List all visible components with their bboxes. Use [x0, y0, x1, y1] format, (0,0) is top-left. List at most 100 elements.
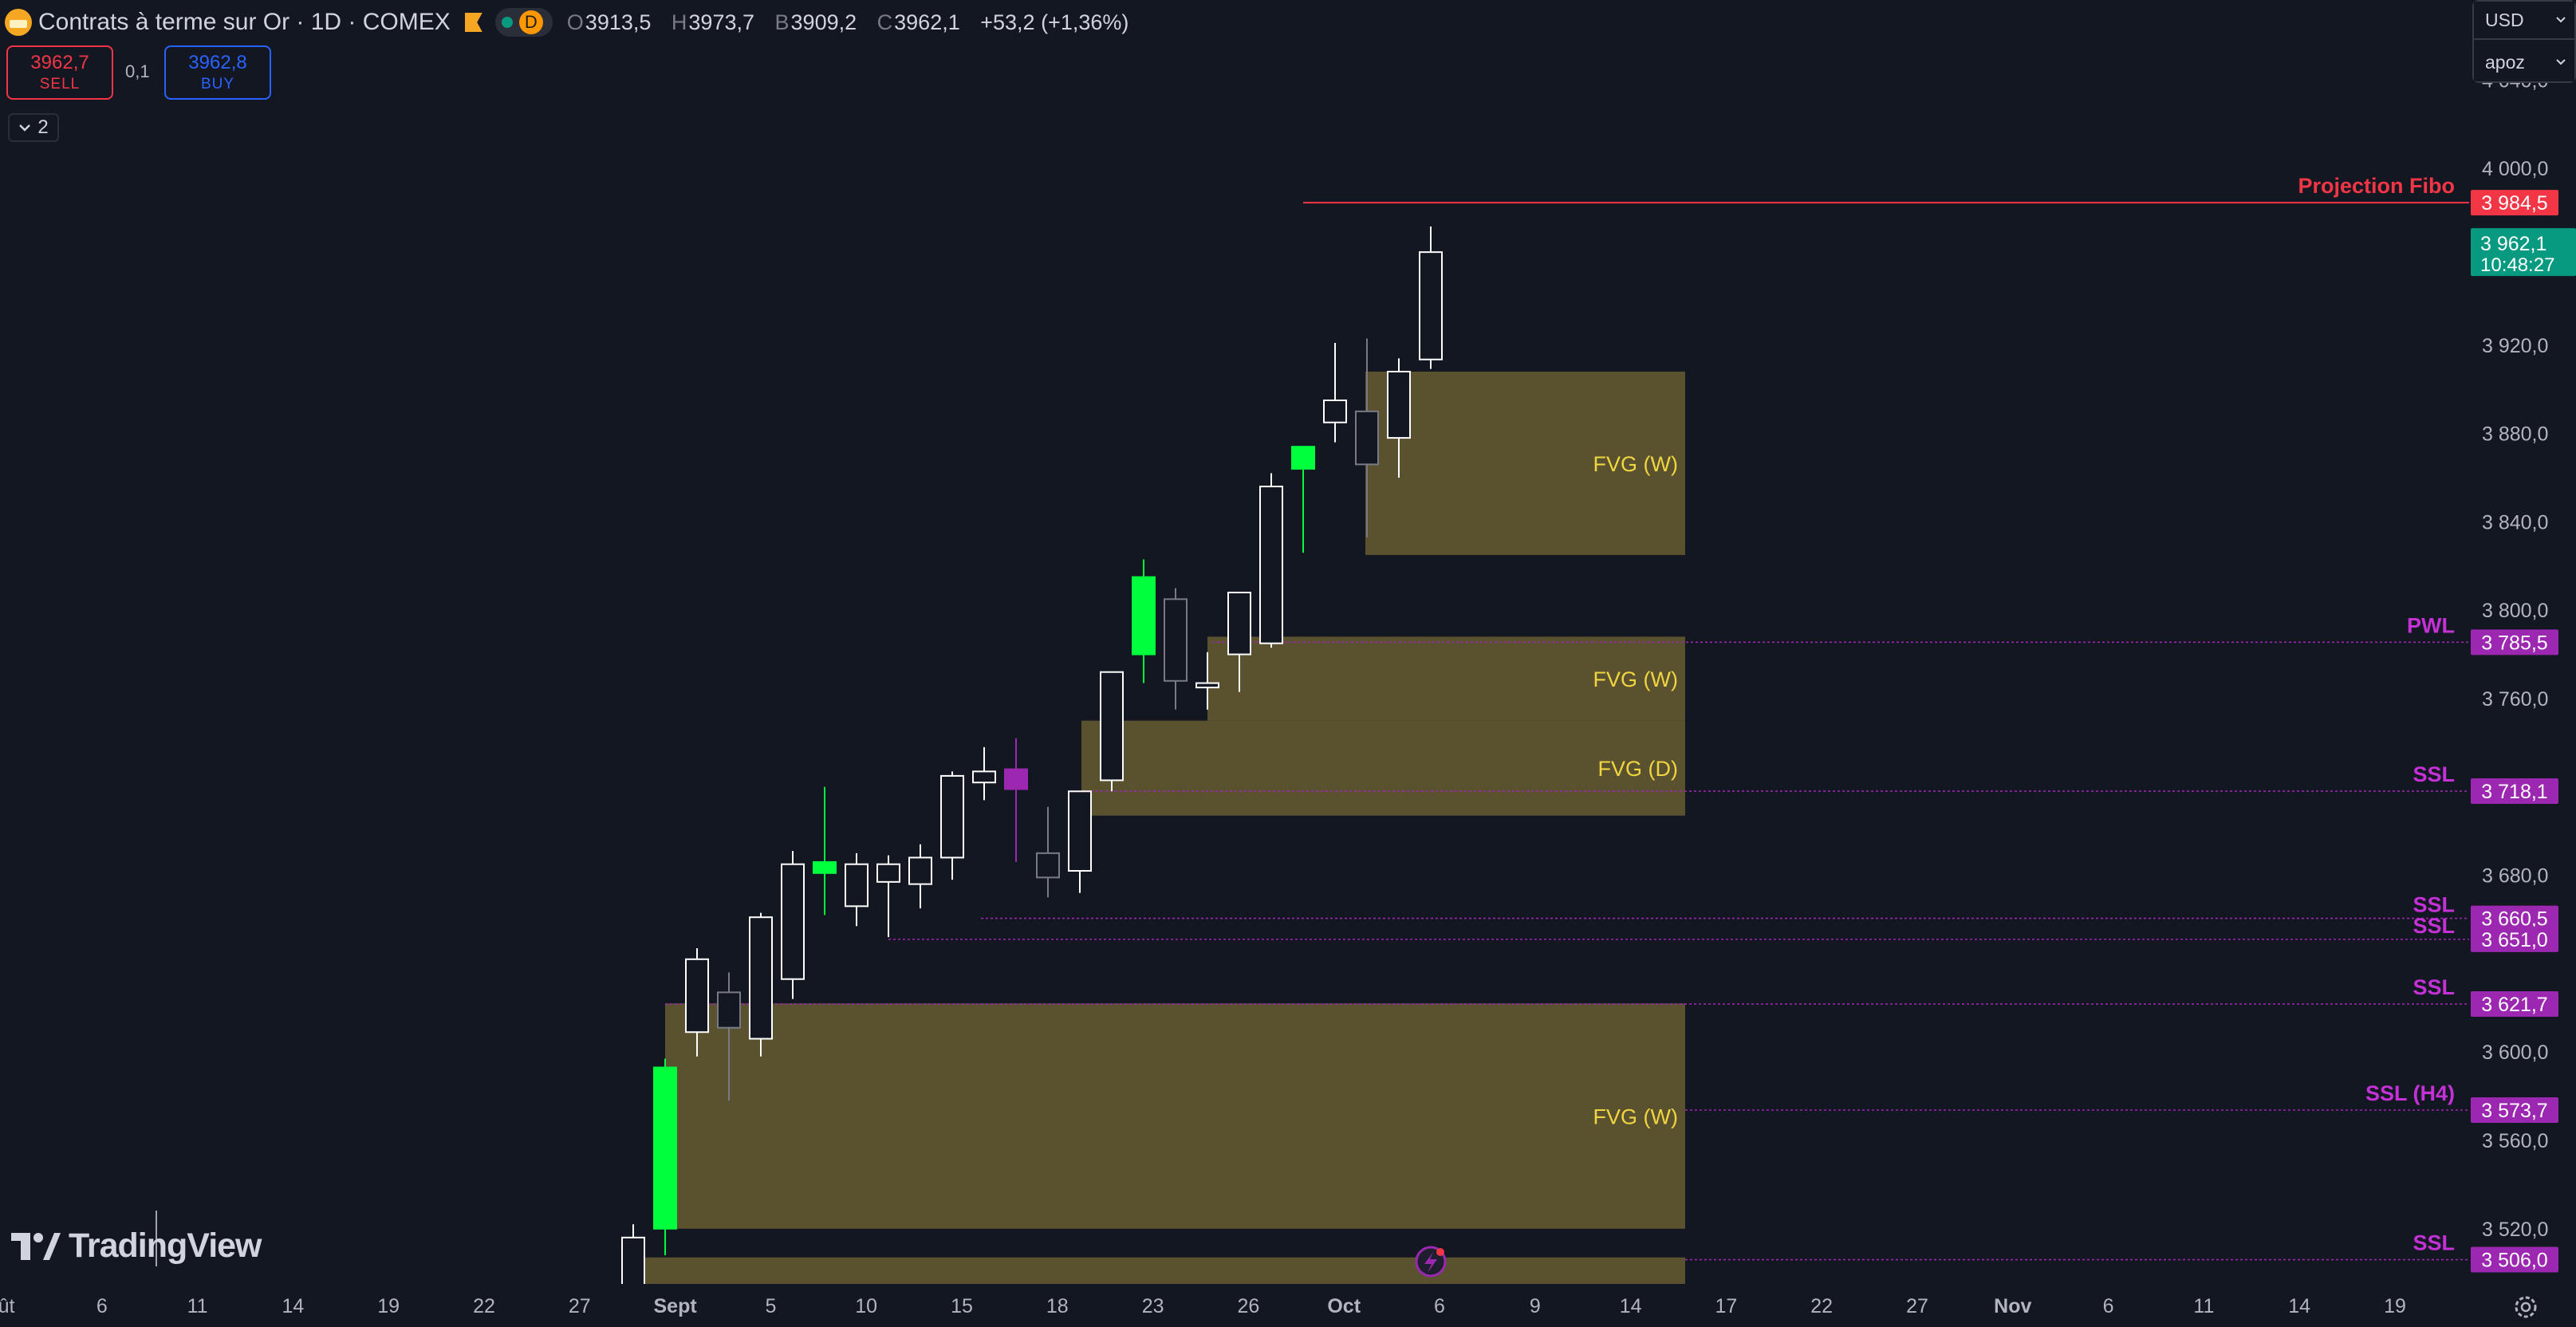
- buy-button[interactable]: 3962,8 BUY: [164, 45, 271, 100]
- tradingview-logo-icon: [11, 1232, 61, 1260]
- level-price-text: 3 506,0: [2481, 1250, 2547, 1272]
- ohlc-close-value: 3962,1: [894, 10, 960, 34]
- candle-body[interactable]: [1419, 251, 1443, 360]
- time-tick-label: 10: [855, 1295, 877, 1317]
- price-tick-label: 3 920,0: [2482, 335, 2548, 357]
- indicators-count: 2: [37, 116, 49, 138]
- time-tick-label: 19: [377, 1295, 400, 1317]
- ohlc-low-key: B: [774, 10, 790, 34]
- candle-body[interactable]: [1132, 576, 1156, 656]
- candle-body[interactable]: [908, 856, 932, 885]
- time-tick-label: 22: [1810, 1295, 1833, 1317]
- session-badge[interactable]: D: [494, 8, 553, 37]
- fvg-zone[interactable]: [665, 1003, 1685, 1229]
- candle-body[interactable]: [717, 991, 741, 1029]
- fvg-zone-label: FVG (W): [1593, 667, 1678, 691]
- level-price-tag: [2471, 1097, 2558, 1124]
- unit-select[interactable]: apoz: [2474, 43, 2574, 81]
- ohlc-low-value: 3909,2: [790, 10, 857, 34]
- candle-body[interactable]: [621, 1236, 645, 1284]
- candle-body[interactable]: [1355, 410, 1379, 466]
- candle-body[interactable]: [1323, 400, 1347, 423]
- candle-body[interactable]: [1036, 852, 1060, 879]
- level-price-tag: [2471, 926, 2558, 952]
- spread-value: 0,1: [125, 61, 150, 81]
- event-bolt: [1424, 1252, 1437, 1273]
- candle-body[interactable]: [876, 863, 900, 883]
- candle-body[interactable]: [845, 863, 869, 908]
- candle-body[interactable]: [1227, 591, 1251, 656]
- flag-icon[interactable]: [464, 13, 483, 32]
- level-price-tag: [2471, 190, 2558, 216]
- price-tick-label: 3 560,0: [2482, 1130, 2548, 1152]
- price-tick-label: 3 600,0: [2482, 1042, 2548, 1064]
- candle-body[interactable]: [1387, 370, 1411, 439]
- candle-body[interactable]: [940, 774, 964, 859]
- level-price-text: 3 573,7: [2481, 1100, 2547, 1122]
- session-badge-label: D: [518, 10, 543, 34]
- unit-select-value: apoz: [2485, 51, 2525, 73]
- candle-body[interactable]: [1068, 790, 1092, 872]
- ohlc-close-key: C: [876, 10, 893, 34]
- fvg-zone[interactable]: [1081, 720, 1685, 816]
- level-label: SSL: [2413, 893, 2455, 917]
- chevron-down-icon: [2556, 59, 2566, 65]
- gold-symbol-icon[interactable]: [5, 9, 32, 36]
- sell-label: SELL: [39, 76, 81, 93]
- time-axis[interactable]: ût 6 11 14 19 22 27 Sept 5 10 15 18 23 26 Oct 6 9 14 17 22 2…: [0, 1284, 2469, 1327]
- level-price-text: 3 651,0: [2481, 929, 2547, 951]
- price-axis[interactable]: 4 129,73 984,53 785,53 718,13 660,53 651…: [2469, 0, 2576, 1284]
- time-tick-label: Nov: [1994, 1295, 2031, 1317]
- candle-body[interactable]: [972, 770, 996, 784]
- fvg-zone[interactable]: [1365, 371, 1685, 555]
- time-tick-label: 11: [187, 1295, 208, 1317]
- candle-body[interactable]: [685, 958, 709, 1034]
- ohlc-open-value: 3913,5: [585, 10, 652, 34]
- currency-select[interactable]: USD: [2474, 2, 2574, 40]
- candle-body[interactable]: [749, 916, 773, 1040]
- time-tick-label: Sept: [654, 1295, 698, 1317]
- candle-body[interactable]: [1259, 486, 1283, 644]
- settings-gear-icon[interactable]: [2512, 1294, 2539, 1321]
- lightning-event-icon[interactable]: [1415, 1246, 1447, 1278]
- candle-body[interactable]: [653, 1066, 677, 1230]
- level-price-text: 3 984,5: [2481, 192, 2547, 215]
- tradingview-logo[interactable]: TradingView: [11, 1227, 262, 1266]
- candle-body[interactable]: [813, 860, 837, 874]
- candle-body[interactable]: [1291, 446, 1315, 470]
- fvg-zone[interactable]: [635, 1257, 1685, 1284]
- sell-button[interactable]: 3962,7 SELL: [6, 45, 113, 100]
- time-tick-label: ût: [0, 1295, 14, 1317]
- price-tick-label: 3 880,0: [2482, 423, 2548, 446]
- last-price-tag: [2471, 228, 2576, 277]
- time-tick-label: 9: [1530, 1295, 1541, 1317]
- candle-body[interactable]: [1195, 682, 1219, 689]
- candle-body[interactable]: [1004, 768, 1028, 790]
- candle-body[interactable]: [781, 863, 805, 980]
- time-tick-label: 6: [2103, 1295, 2114, 1317]
- price-tick-label: 3 840,0: [2482, 511, 2548, 534]
- logo-text: TradingView: [69, 1227, 262, 1265]
- level-label: SSL: [2413, 1231, 2455, 1255]
- time-tick-label: 14: [1620, 1295, 1642, 1317]
- time-tick-label: 26: [1237, 1295, 1259, 1317]
- price-chart[interactable]: FVG (W) FVG (W) FVG (D) FVG (W) Projection F…: [0, 0, 2469, 1284]
- level-price-text: 3 785,5: [2481, 632, 2547, 654]
- candle-body[interactable]: [1100, 671, 1124, 782]
- time-tick-label: 17: [1715, 1295, 1737, 1317]
- axis-selectors: USD apoz: [2472, 0, 2576, 83]
- time-tick-label: 23: [1142, 1295, 1164, 1317]
- level-label: PWL: [2407, 613, 2455, 637]
- market-status-icon: [501, 17, 513, 28]
- price-tick-label: 3 760,0: [2482, 688, 2548, 711]
- time-tick-label: 6: [1434, 1295, 1445, 1317]
- chevron-down-icon: [2556, 17, 2566, 23]
- time-tick-label: 6: [97, 1295, 108, 1317]
- price-tick-label: 3 520,0: [2482, 1219, 2548, 1241]
- level-price-tag: [2471, 629, 2558, 656]
- symbol-title[interactable]: Contrats à terme sur Or · 1D · COMEX: [38, 9, 451, 35]
- candle-body[interactable]: [1164, 598, 1188, 682]
- fvg-zone[interactable]: [1207, 636, 1685, 721]
- level-price-tag: [2471, 1246, 2558, 1273]
- indicators-toggle-button[interactable]: 2: [8, 113, 59, 142]
